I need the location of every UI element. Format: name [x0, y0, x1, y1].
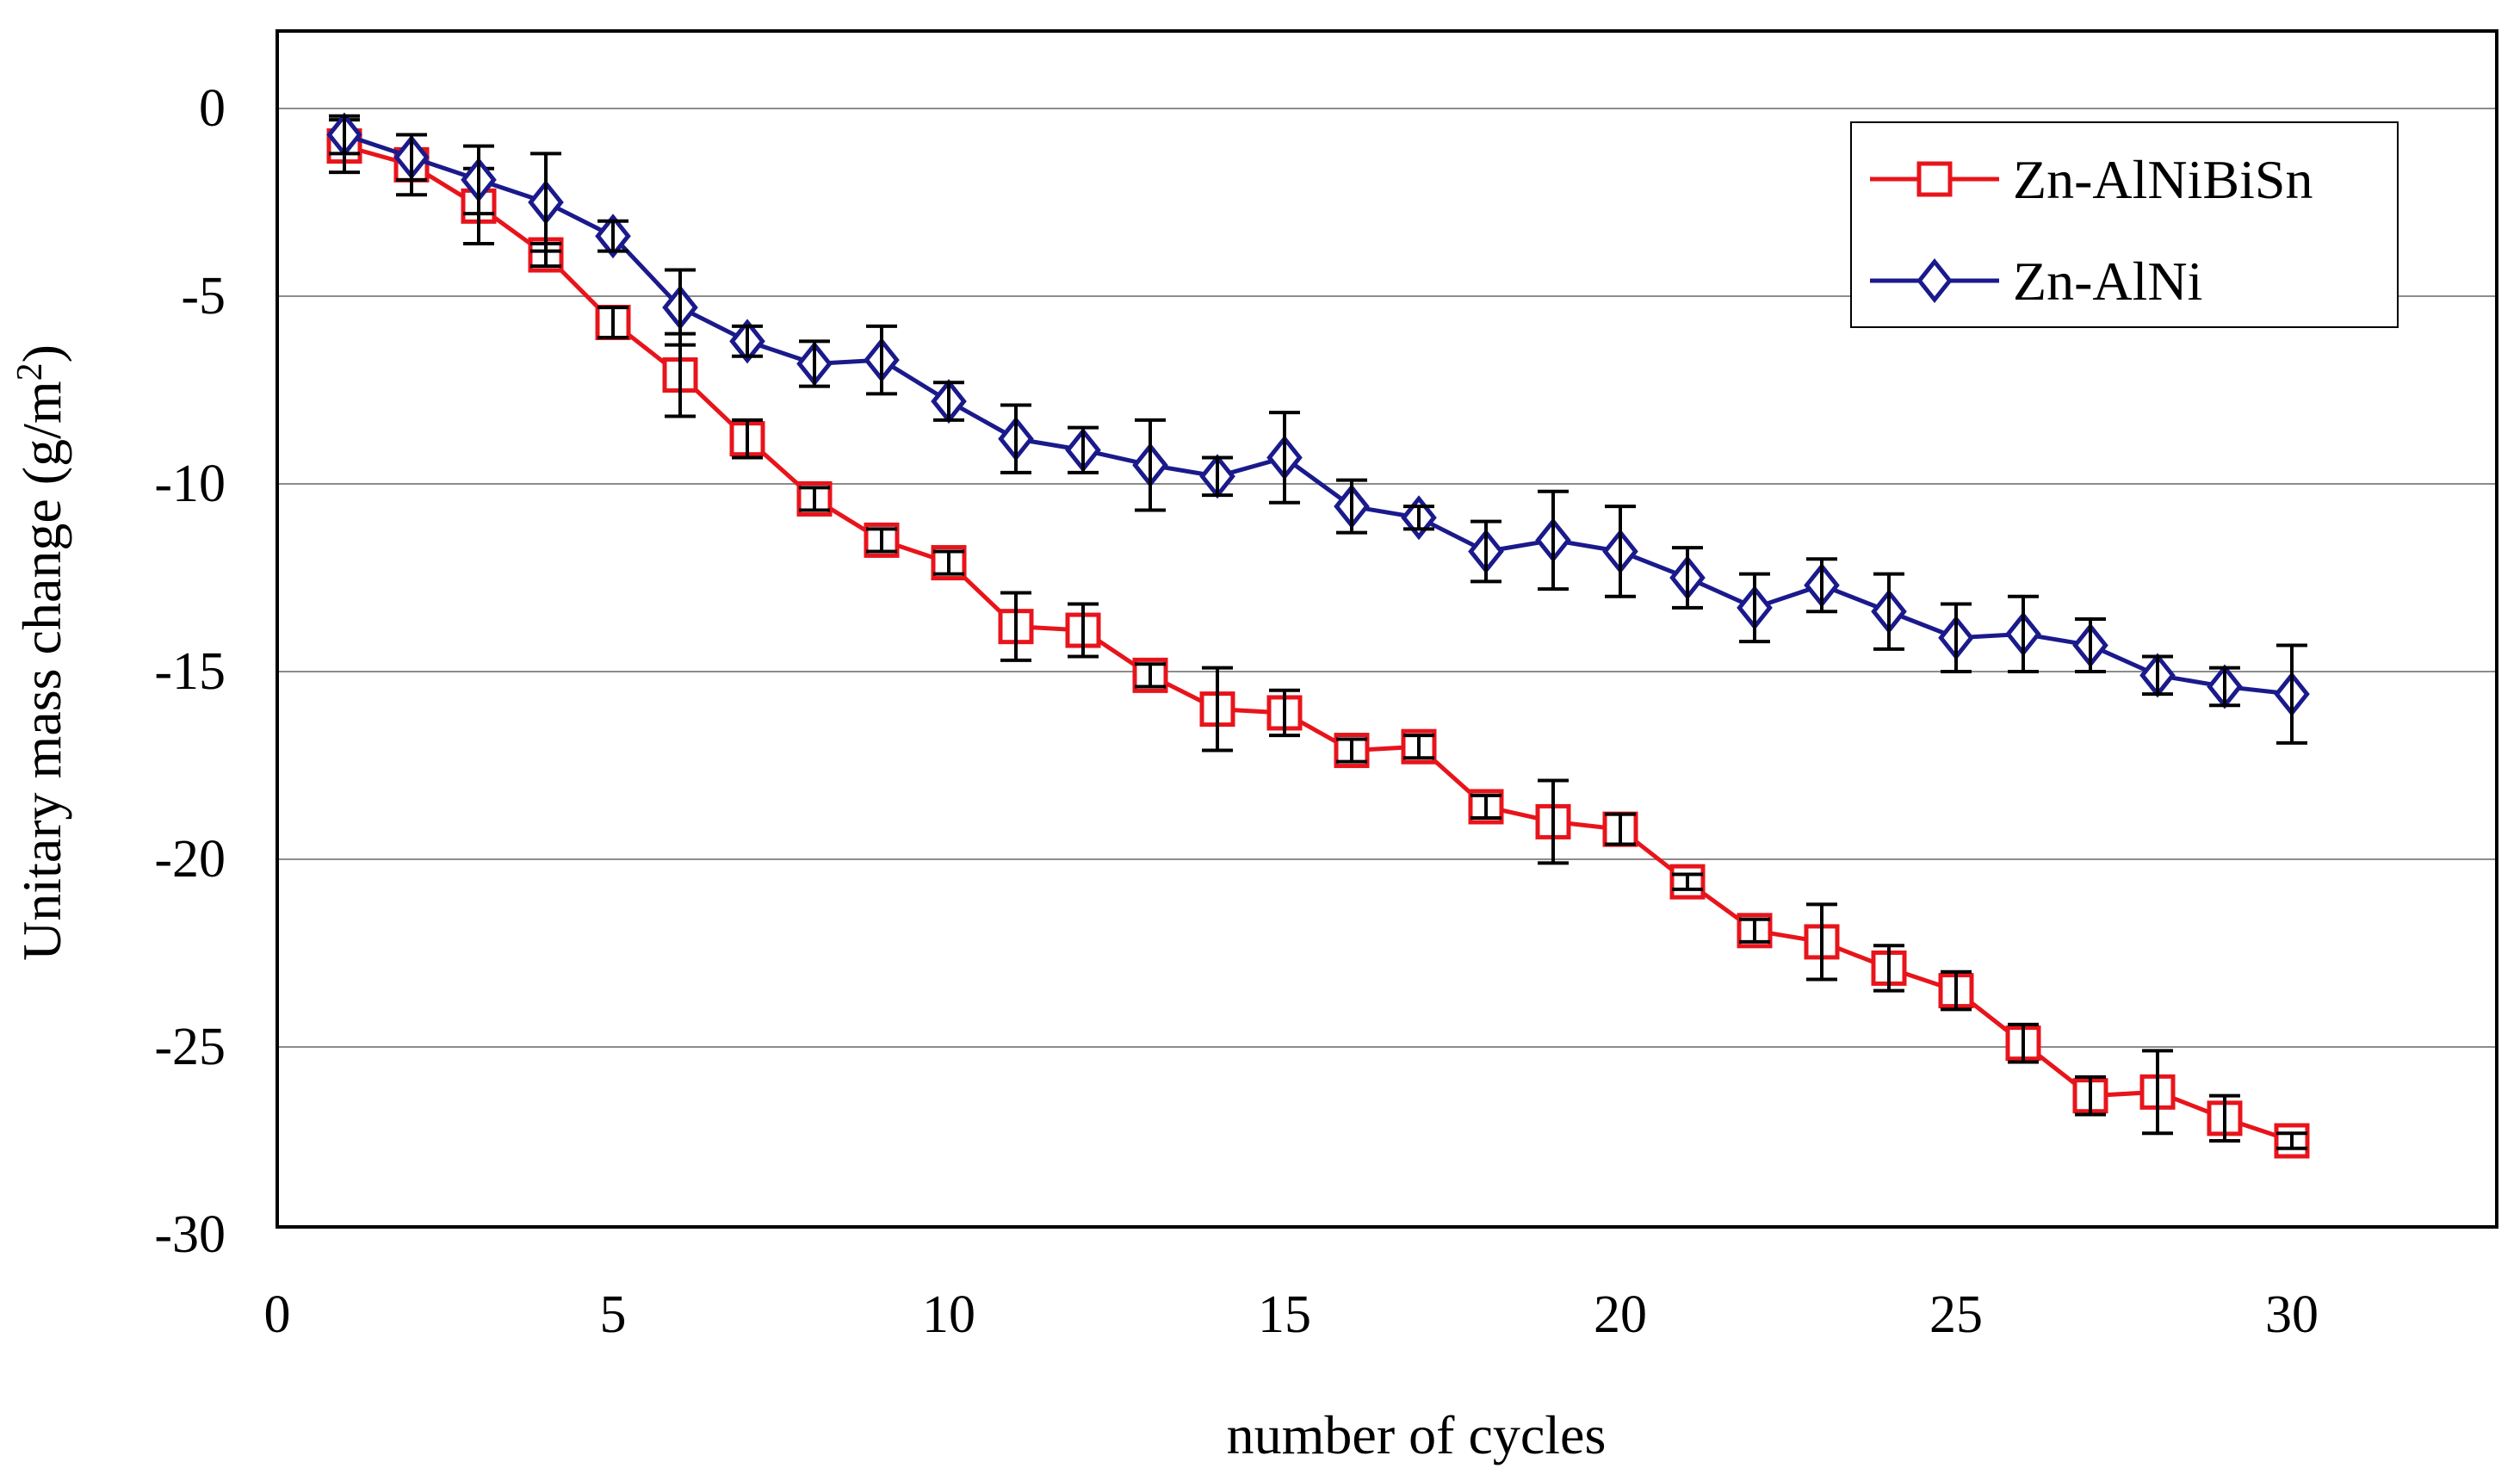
error-bar — [1873, 944, 1904, 993]
error-bar — [1269, 411, 1300, 505]
error-bar — [1202, 666, 1233, 753]
plot-series — [326, 112, 2310, 1159]
error-bar — [1403, 734, 1434, 760]
legend: Zn-AlNiBiSn Zn-AlNi — [1850, 121, 2399, 328]
error-bar — [2008, 1022, 2039, 1064]
error-bar — [2008, 594, 2039, 673]
error-bar — [2276, 643, 2307, 745]
error-bar — [1336, 478, 1367, 535]
error-bar — [1471, 793, 1501, 821]
error-bar — [463, 144, 494, 216]
x-tick-labels: 0 5 10 15 20 25 30 — [264, 1285, 2319, 1344]
error-bar — [396, 133, 427, 182]
y-axis-title-close: ) — [11, 344, 72, 362]
error-bar — [1806, 902, 1837, 982]
error-bar — [1605, 812, 1636, 846]
series-zn-alni — [326, 112, 2310, 745]
y-axis-title: Unitary mass change (g/m2) — [10, 344, 72, 961]
error-bar — [1336, 737, 1367, 764]
error-bar — [1202, 455, 1233, 498]
error-bar — [597, 219, 628, 253]
error-bar — [2142, 654, 2173, 697]
plot-frame — [276, 29, 2498, 1229]
error-bar — [1538, 778, 1569, 865]
error-bar — [665, 268, 696, 347]
y-tick-label: 0 — [199, 79, 226, 138]
error-bar — [799, 486, 830, 512]
error-bar — [2142, 1049, 2173, 1136]
y-axis-title-superscript: 2 — [10, 362, 50, 381]
error-bar — [1471, 519, 1501, 584]
error-bar — [1806, 557, 1837, 614]
x-tick-label: 10 — [922, 1285, 975, 1344]
error-bar — [933, 381, 964, 422]
error-bar — [1068, 602, 1099, 659]
error-bar — [1605, 505, 1636, 598]
y-axis-title-main: Unitary mass change (g/m — [11, 381, 72, 961]
legend-label: Zn-AlNi — [2013, 251, 2202, 312]
series-zn-alnibisn — [326, 118, 2310, 1159]
legend-item-zn-alni: Zn-AlNi — [1870, 251, 2202, 312]
error-bar — [1000, 403, 1031, 474]
x-tick-label: 0 — [264, 1285, 291, 1344]
error-bar — [1672, 546, 1703, 610]
error-bar — [1672, 872, 1703, 891]
error-bar — [1068, 425, 1099, 474]
x-tick-label: 5 — [600, 1285, 627, 1344]
legend-item-zn-alnibisn: Zn-AlNiBiSn — [1870, 149, 2313, 210]
x-tick-label: 20 — [1594, 1285, 1647, 1344]
y-tick-label: -15 — [154, 642, 226, 701]
error-bar — [2075, 616, 2106, 673]
error-bar — [1538, 489, 1569, 592]
error-bar — [1941, 602, 1972, 673]
x-tick-label: 15 — [1258, 1285, 1311, 1344]
error-bar — [1135, 662, 1166, 689]
error-bar — [1269, 688, 1300, 738]
error-bar — [1739, 917, 1770, 944]
y-tick-label: -5 — [181, 267, 226, 325]
error-bar — [1135, 418, 1166, 512]
error-bar — [1403, 505, 1434, 531]
error-bar — [732, 418, 763, 460]
gridlines — [277, 108, 2497, 1048]
error-bar — [933, 549, 964, 576]
error-bar — [1000, 591, 1031, 662]
error-bar — [1873, 572, 1904, 651]
x-tick-label: 30 — [2265, 1285, 2319, 1344]
error-bar — [2209, 1093, 2240, 1143]
error-bar — [1941, 969, 1972, 1012]
error-bar — [2276, 1131, 2307, 1150]
svg-text:Unitary mass change (g/m2): Unitary mass change (g/m2) — [10, 344, 72, 961]
legend-label: Zn-AlNiBiSn — [2013, 149, 2313, 210]
x-tick-label: 25 — [1929, 1285, 1983, 1344]
y-tick-label: -20 — [154, 830, 226, 889]
error-bar — [597, 306, 628, 339]
error-bar — [1739, 572, 1770, 644]
y-tick-label: -25 — [154, 1018, 226, 1076]
error-bar — [530, 152, 561, 253]
error-bar — [732, 324, 763, 358]
x-axis-title: number of cycles — [1227, 1404, 1607, 1465]
y-tick-label: -10 — [154, 455, 226, 513]
error-bar — [866, 324, 897, 396]
error-bar — [866, 527, 897, 554]
y-tick-labels: 0 -5 -10 -15 -20 -25 -30 — [154, 79, 226, 1264]
legend-marker — [1916, 257, 1953, 304]
error-bar — [2209, 666, 2240, 708]
error-bar — [799, 339, 830, 388]
error-bar — [329, 114, 360, 156]
y-tick-label: -30 — [154, 1205, 226, 1264]
legend-marker — [1916, 161, 1953, 197]
error-bar — [2075, 1075, 2106, 1117]
